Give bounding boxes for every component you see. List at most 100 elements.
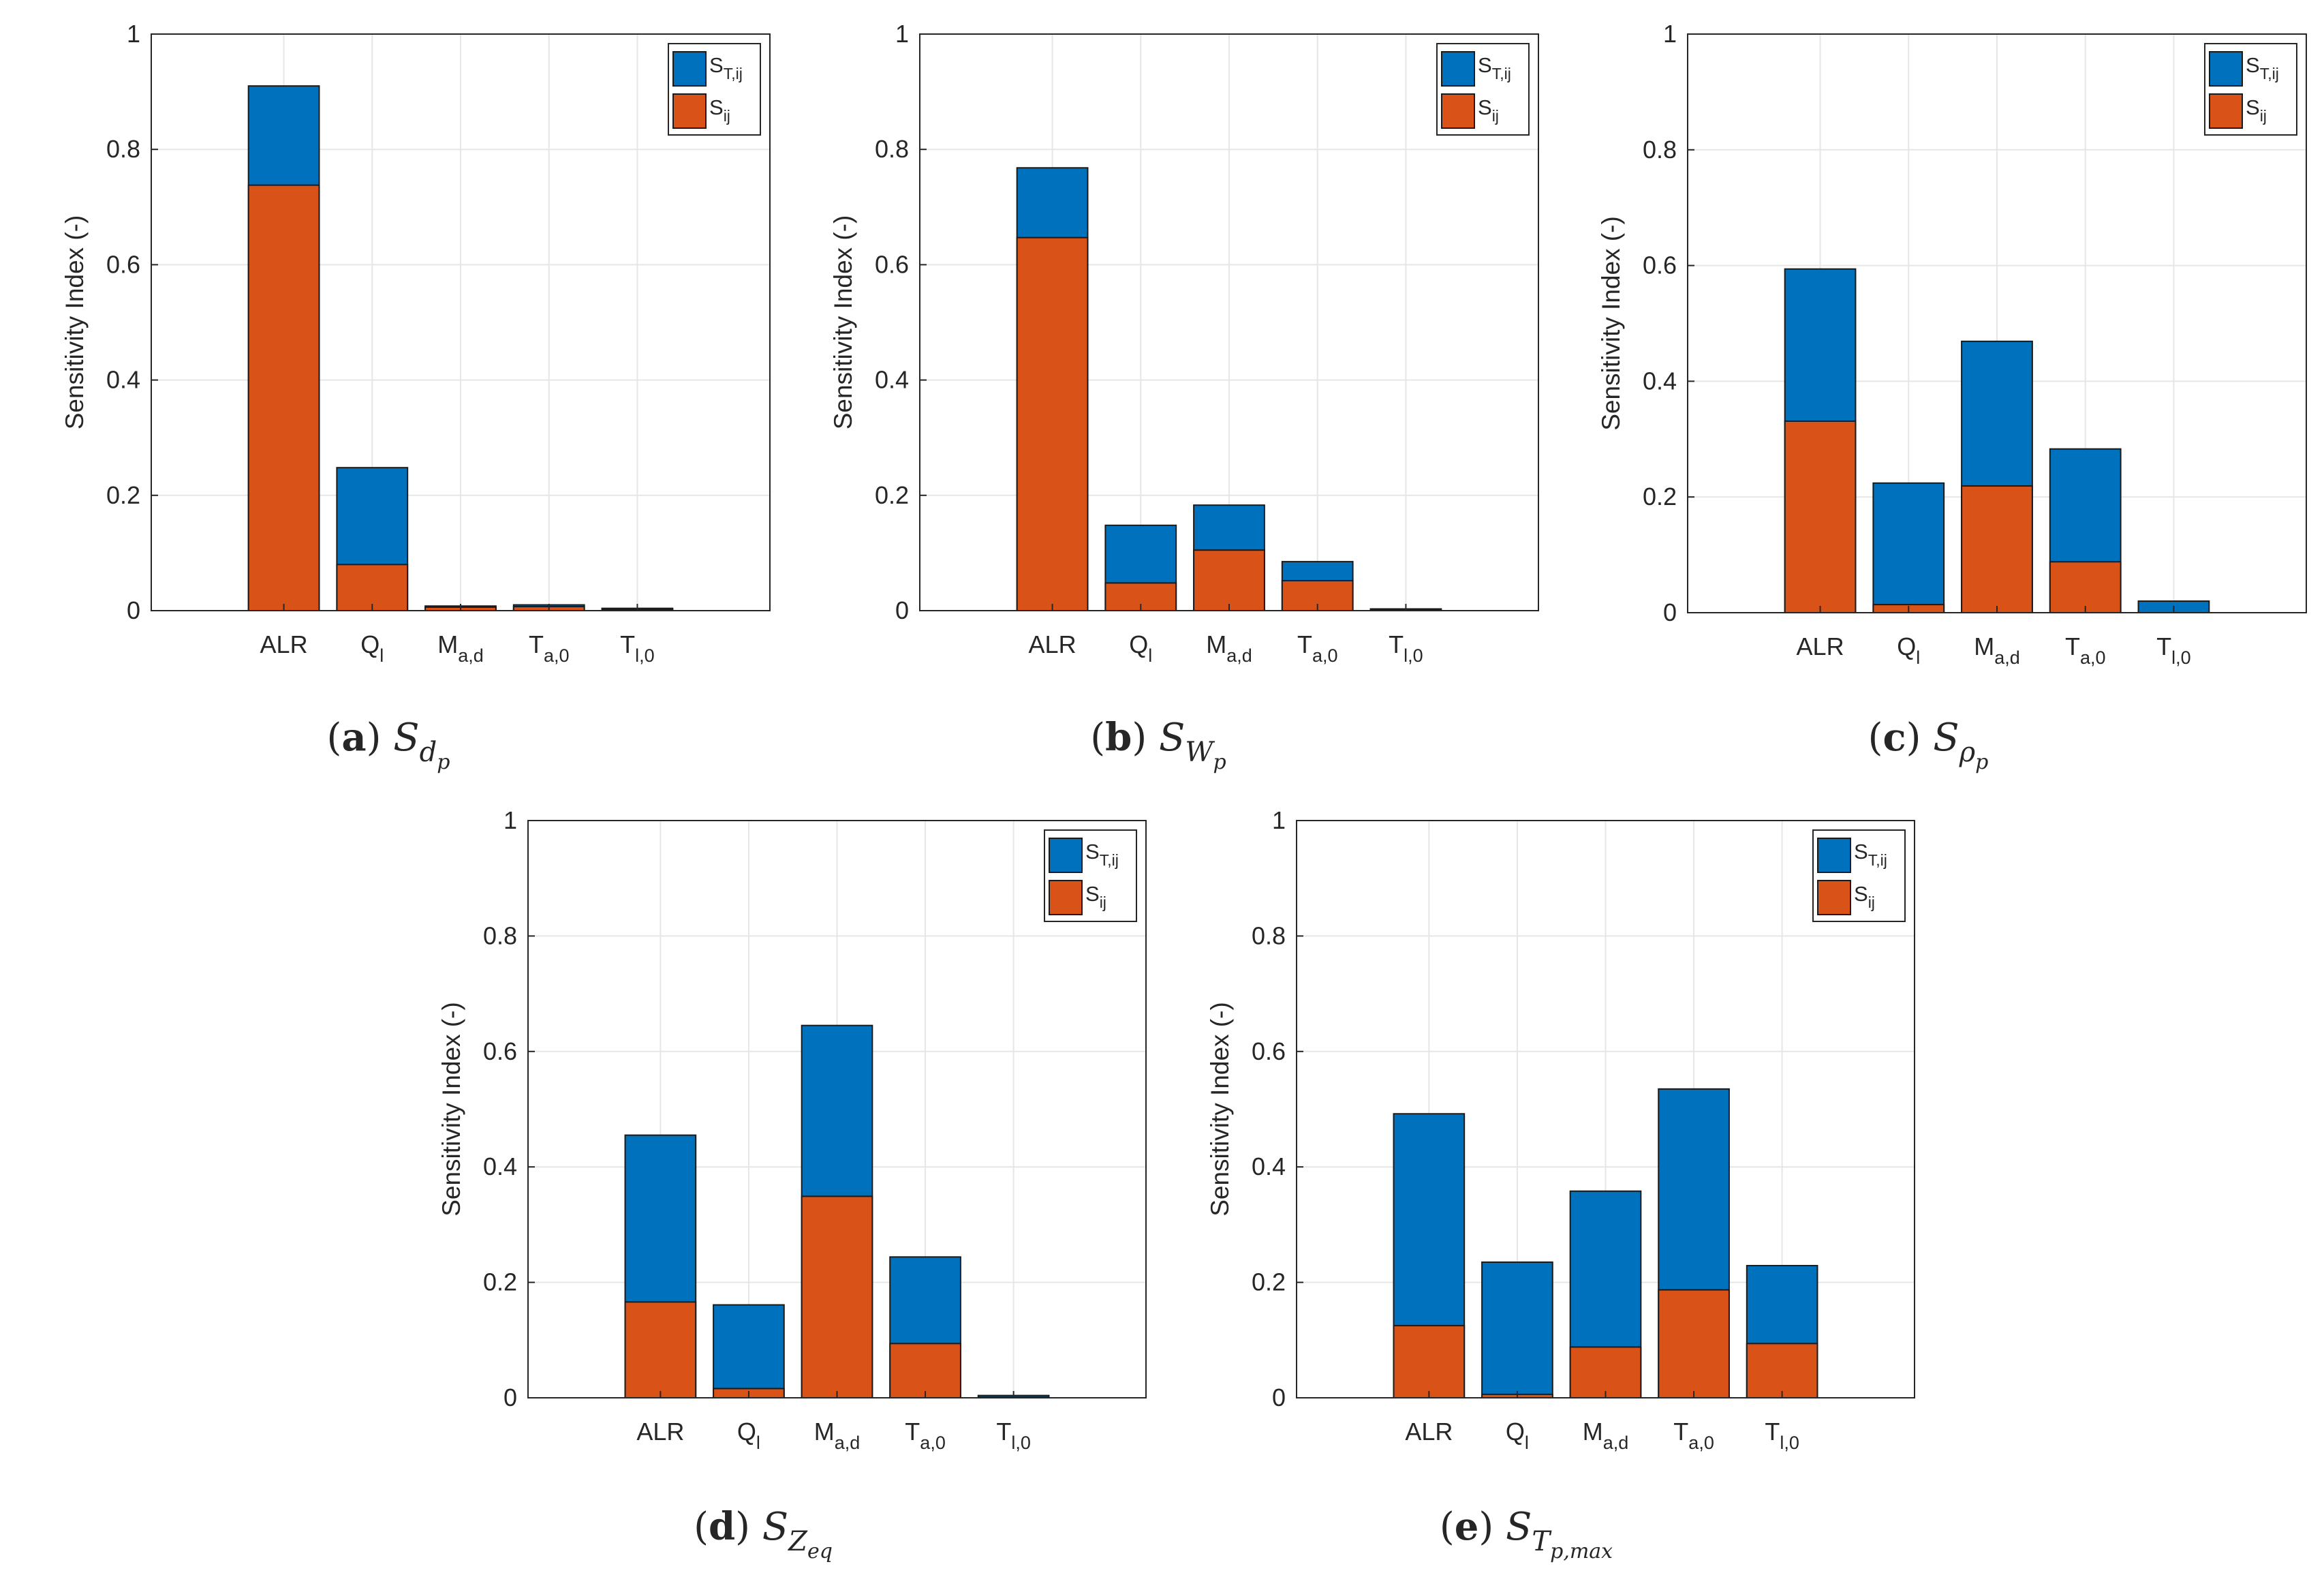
y-tick-label: 0.8 — [1252, 921, 1286, 949]
y-axis-label: Sensitivity Index (-) — [1206, 1002, 1234, 1217]
legend-swatch — [672, 93, 707, 129]
x-tick-label: ALR — [1405, 1418, 1453, 1446]
legend-swatch — [2209, 51, 2243, 87]
y-tick-label: 1 — [1663, 20, 1677, 48]
legend-swatch — [1049, 838, 1083, 873]
bar-total-1 — [1872, 482, 1945, 613]
legend-label: ST,ij — [1478, 53, 1511, 82]
x-tick-label: Ma,d — [1206, 630, 1252, 666]
y-tick-label: 0.8 — [106, 135, 140, 163]
y-tick-label: 0.4 — [106, 366, 140, 394]
y-tick-label: 0.4 — [1643, 367, 1677, 395]
legend-label: Sij — [1854, 882, 1875, 911]
x-tick-label: Ql — [1129, 630, 1152, 666]
y-tick-label: 0.4 — [875, 366, 909, 394]
legend: ST,ij Sij — [2204, 43, 2297, 136]
y-tick-label: 1 — [895, 20, 909, 48]
x-tick-label: Ma,d — [437, 630, 484, 666]
y-tick-label: 0.8 — [483, 921, 517, 949]
legend-swatch — [1817, 838, 1851, 873]
legend-swatch — [2209, 93, 2243, 129]
y-axis-label: Sensitivity Index (-) — [61, 215, 89, 430]
x-tick-label: ALR — [260, 630, 308, 658]
y-tick-label: 0.6 — [875, 250, 909, 278]
y-tick-label: 0.2 — [875, 481, 909, 509]
bar-first-order-1 — [336, 564, 409, 612]
x-tick-label: Ta,0 — [1673, 1418, 1714, 1453]
chart-panel-e: 0 0.2 0.4 0.6 0.8 1 ALR Ql Ma,d Ta,0 Tl,0 Sensitivi… — [1206, 806, 1915, 1563]
x-tick-label: Tl,0 — [1765, 1418, 1799, 1453]
bar-first-order-2 — [1961, 485, 2033, 613]
x-tick-label: Tl,0 — [996, 1418, 1031, 1453]
bar-first-order-0 — [1393, 1325, 1466, 1398]
legend-label: ST,ij — [1854, 840, 1887, 869]
y-tick-label: 0 — [895, 596, 909, 624]
y-tick-label: 1 — [127, 20, 140, 48]
legend-swatch — [1441, 51, 1475, 87]
y-tick-label: 0.6 — [1643, 251, 1677, 279]
bar-first-order-0 — [624, 1301, 697, 1398]
legend: ST,ij Sij — [1436, 43, 1530, 136]
panel-caption: (a) Sdp — [326, 715, 450, 774]
y-tick-label: 0.8 — [1643, 136, 1677, 164]
y-tick-label: 0.6 — [1252, 1037, 1286, 1065]
legend: ST,ij Sij — [1044, 829, 1137, 922]
legend-label: Sij — [1085, 882, 1106, 911]
legend-label: ST,ij — [1085, 840, 1119, 869]
x-tick-label: ALR — [1029, 630, 1076, 658]
x-tick-label: Tl,0 — [2156, 632, 2191, 668]
y-tick-label: 1 — [503, 806, 517, 834]
x-tick-label: Ql — [1897, 632, 1920, 668]
y-tick-label: 0.2 — [106, 481, 140, 509]
legend: ST,ij Sij — [1812, 829, 1906, 922]
bar-first-order-0 — [1016, 236, 1089, 611]
y-tick-label: 0.6 — [483, 1037, 517, 1065]
x-tick-label: Ta,0 — [2065, 632, 2106, 668]
legend-label: Sij — [709, 95, 730, 125]
bar-first-order-3 — [2049, 561, 2122, 614]
bar-first-order-2 — [1569, 1346, 1642, 1398]
x-tick-label: Ql — [1506, 1418, 1529, 1453]
panel-caption: (d) SZeq — [694, 1504, 833, 1563]
bar-first-order-4 — [1746, 1343, 1818, 1398]
x-tick-label: Ta,0 — [1297, 630, 1338, 666]
axes-frame — [1687, 33, 2307, 613]
legend-label: Sij — [2246, 95, 2267, 125]
legend-label: Sij — [1478, 95, 1499, 125]
legend-label: ST,ij — [709, 53, 743, 82]
chart-panel-a: 0 0.2 0.4 0.6 0.8 1 ALR Ql Ma,d Ta,0 Tl,0 Sensitivi… — [61, 20, 771, 774]
x-tick-label: Ma,d — [1974, 632, 2020, 668]
x-tick-label: Ta,0 — [905, 1418, 946, 1453]
bar-total-1 — [1481, 1261, 1553, 1398]
axes-frame — [919, 33, 1539, 611]
legend-swatch — [1817, 880, 1851, 915]
y-tick-label: 0.6 — [106, 250, 140, 278]
panel-caption: (c) Sρp — [1868, 715, 1989, 774]
y-tick-label: 0.4 — [483, 1152, 517, 1180]
y-tick-label: 1 — [1272, 806, 1286, 834]
y-tick-label: 0.2 — [1643, 483, 1677, 510]
axes-frame — [1296, 820, 1915, 1398]
x-tick-label: Ta,0 — [529, 630, 570, 666]
y-tick-label: 0 — [503, 1383, 517, 1411]
bar-first-order-2 — [1193, 549, 1265, 611]
chart-panel-d: 0 0.2 0.4 0.6 0.8 1 ALR Ql Ma,d Ta,0 Tl,0 Sensitivi… — [437, 806, 1147, 1563]
y-tick-label: 0 — [1272, 1383, 1286, 1411]
y-tick-label: 0 — [127, 596, 140, 624]
axes-frame — [527, 820, 1147, 1398]
x-tick-label: Tl,0 — [620, 630, 655, 666]
y-tick-label: 0.4 — [1252, 1152, 1286, 1180]
panel-caption: (b) SWp — [1090, 715, 1226, 774]
chart-panel-b: 0 0.2 0.4 0.6 0.8 1 ALR Ql Ma,d Ta,0 Tl,0 Sensitivi… — [829, 20, 1539, 774]
legend-swatch — [1441, 93, 1475, 129]
x-tick-label: Tl,0 — [1389, 630, 1423, 666]
y-axis-label: Sensitivity Index (-) — [437, 1002, 465, 1217]
y-axis-label: Sensitivity Index (-) — [1597, 216, 1625, 431]
bar-first-order-2 — [801, 1195, 873, 1398]
legend-swatch — [1049, 880, 1083, 915]
panel-caption: (e) STp,max — [1440, 1504, 1613, 1563]
bar-first-order-3 — [1658, 1289, 1730, 1398]
chart-panel-c: 0 0.2 0.4 0.6 0.8 1 ALR Ql Ma,d Ta,0 Tl,0 Sensitivi… — [1597, 20, 2307, 774]
x-tick-label: Ql — [360, 630, 384, 666]
